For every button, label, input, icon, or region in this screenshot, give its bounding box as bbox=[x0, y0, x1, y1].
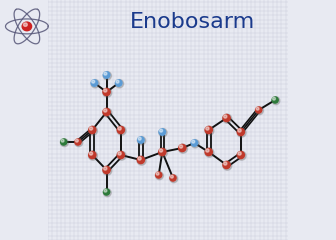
Circle shape bbox=[103, 108, 112, 117]
Circle shape bbox=[103, 166, 112, 175]
Circle shape bbox=[237, 151, 245, 159]
Circle shape bbox=[205, 148, 214, 157]
Circle shape bbox=[24, 23, 27, 26]
Circle shape bbox=[117, 151, 126, 160]
Circle shape bbox=[222, 161, 231, 169]
Circle shape bbox=[75, 139, 78, 142]
Circle shape bbox=[272, 97, 280, 105]
Circle shape bbox=[238, 152, 241, 155]
Circle shape bbox=[160, 129, 163, 132]
Circle shape bbox=[61, 139, 64, 142]
Circle shape bbox=[103, 167, 107, 170]
Circle shape bbox=[178, 144, 187, 153]
Circle shape bbox=[115, 79, 124, 88]
Circle shape bbox=[158, 148, 167, 156]
Circle shape bbox=[137, 156, 146, 165]
Circle shape bbox=[206, 149, 209, 152]
Circle shape bbox=[156, 172, 159, 175]
Circle shape bbox=[223, 114, 232, 123]
Circle shape bbox=[75, 139, 83, 147]
Circle shape bbox=[103, 88, 112, 97]
Circle shape bbox=[237, 151, 246, 160]
Circle shape bbox=[155, 171, 163, 179]
Circle shape bbox=[88, 151, 97, 160]
Circle shape bbox=[204, 126, 213, 134]
Circle shape bbox=[74, 138, 82, 146]
Circle shape bbox=[255, 107, 263, 115]
Circle shape bbox=[159, 148, 168, 157]
Circle shape bbox=[271, 96, 279, 104]
Circle shape bbox=[89, 152, 93, 155]
Circle shape bbox=[158, 128, 166, 136]
Circle shape bbox=[117, 126, 126, 135]
Circle shape bbox=[103, 109, 107, 112]
Circle shape bbox=[137, 136, 145, 144]
Circle shape bbox=[205, 126, 214, 135]
Circle shape bbox=[102, 166, 111, 174]
Circle shape bbox=[255, 106, 262, 114]
Circle shape bbox=[222, 114, 231, 122]
Circle shape bbox=[178, 144, 186, 152]
Circle shape bbox=[256, 107, 259, 110]
Text: Enobosarm: Enobosarm bbox=[129, 12, 255, 32]
Circle shape bbox=[92, 80, 95, 83]
Circle shape bbox=[192, 140, 195, 143]
Circle shape bbox=[118, 127, 121, 130]
Circle shape bbox=[159, 149, 163, 152]
Circle shape bbox=[223, 161, 232, 170]
Circle shape bbox=[272, 97, 276, 100]
Circle shape bbox=[90, 79, 98, 87]
Circle shape bbox=[88, 126, 97, 134]
Circle shape bbox=[156, 172, 163, 180]
Circle shape bbox=[117, 126, 125, 134]
Circle shape bbox=[138, 157, 141, 160]
Circle shape bbox=[116, 80, 119, 83]
Circle shape bbox=[237, 128, 246, 137]
Circle shape bbox=[104, 189, 107, 192]
Circle shape bbox=[224, 162, 227, 165]
Circle shape bbox=[204, 148, 213, 156]
Circle shape bbox=[22, 22, 32, 31]
Circle shape bbox=[206, 127, 209, 130]
Circle shape bbox=[138, 137, 141, 140]
Circle shape bbox=[170, 175, 173, 178]
Circle shape bbox=[115, 79, 123, 87]
Circle shape bbox=[102, 108, 111, 116]
Circle shape bbox=[159, 129, 167, 137]
Circle shape bbox=[103, 188, 110, 196]
Circle shape bbox=[224, 115, 227, 118]
Circle shape bbox=[117, 151, 125, 159]
Circle shape bbox=[88, 151, 97, 159]
Circle shape bbox=[60, 139, 69, 147]
Circle shape bbox=[103, 89, 107, 92]
Circle shape bbox=[191, 139, 199, 148]
Circle shape bbox=[118, 152, 121, 155]
Circle shape bbox=[238, 129, 241, 132]
Circle shape bbox=[88, 126, 97, 135]
Circle shape bbox=[102, 71, 111, 79]
Circle shape bbox=[170, 175, 178, 183]
Circle shape bbox=[104, 72, 107, 75]
Circle shape bbox=[89, 127, 93, 130]
Circle shape bbox=[137, 137, 146, 145]
Circle shape bbox=[102, 88, 111, 96]
Circle shape bbox=[91, 79, 99, 88]
Circle shape bbox=[60, 138, 68, 146]
Circle shape bbox=[136, 156, 145, 164]
Circle shape bbox=[179, 145, 183, 148]
Circle shape bbox=[237, 128, 245, 136]
Circle shape bbox=[103, 72, 112, 80]
Circle shape bbox=[191, 139, 198, 147]
Circle shape bbox=[169, 174, 177, 182]
Circle shape bbox=[103, 189, 111, 197]
